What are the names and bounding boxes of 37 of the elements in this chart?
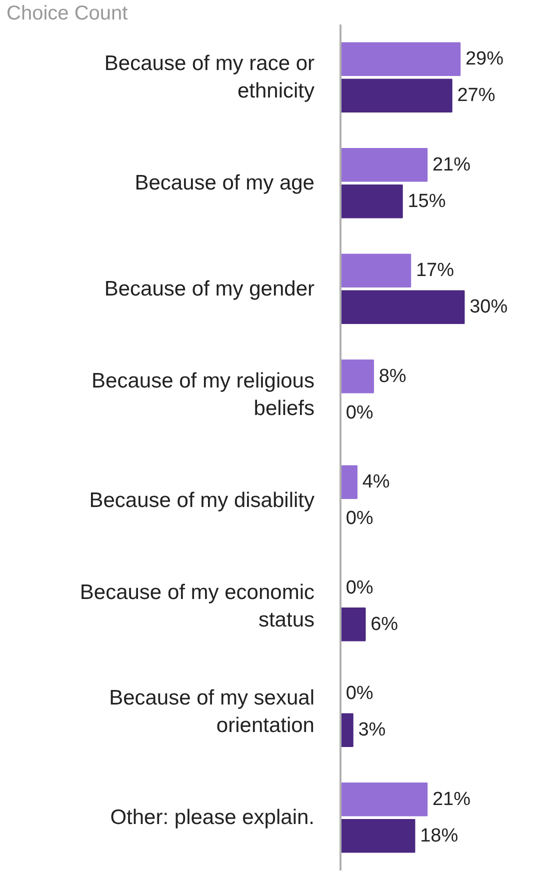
bar [340, 782, 428, 816]
bar [340, 78, 452, 113]
data-label: 17% [416, 260, 454, 282]
bar [340, 359, 374, 394]
bar [340, 254, 412, 288]
data-label: 21% [432, 154, 471, 176]
bar [340, 465, 358, 500]
data-label: 30% [470, 296, 508, 318]
y-tick-label: Because of my age [134, 172, 315, 195]
data-label: 0% [346, 508, 374, 530]
data-label: 0% [346, 683, 374, 704]
bar [340, 148, 428, 182]
y-tick-label: Because of my race or ethnicity [104, 52, 315, 103]
data-label: 0% [346, 577, 374, 598]
y-tick-label: Because of my disability [89, 488, 315, 512]
data-label: 18% [420, 825, 458, 846]
bar [340, 290, 465, 324]
text: Choice Count [6, 2, 128, 24]
data-label: 27% [457, 85, 496, 106]
bar [340, 713, 354, 748]
data-label: 0% [346, 402, 374, 424]
data-label: 3% [358, 720, 386, 741]
data-label: 8% [378, 366, 406, 387]
y-tick-label: Other: please explain. [110, 806, 315, 830]
data-label: 29% [465, 48, 504, 70]
bar [340, 607, 366, 642]
y-tick-label: Because of my gender [104, 277, 315, 300]
bar [340, 42, 461, 76]
y-tick-label: Because of my sexual orientation [109, 686, 315, 738]
data-label: 15% [408, 190, 446, 212]
data-label: 4% [362, 472, 390, 493]
bar [340, 818, 416, 853]
y-tick-label: Because of my economic status [80, 580, 315, 632]
y-tick-label: Because of my religious beliefs [92, 369, 315, 420]
data-label: 6% [370, 614, 398, 635]
data-label: 21% [432, 788, 471, 810]
bar [340, 184, 403, 218]
